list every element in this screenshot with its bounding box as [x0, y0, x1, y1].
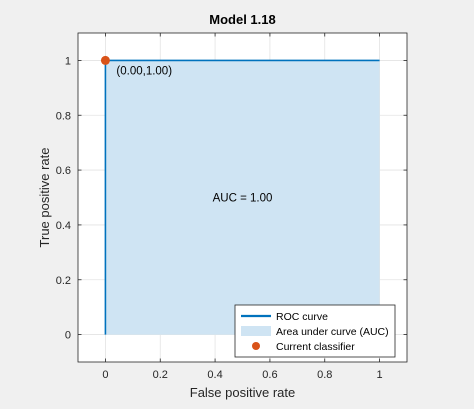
y-tick-label-1: 0.2	[56, 275, 71, 287]
x-axis-label: False positive rate	[190, 385, 296, 400]
x-tick-label-3: 0.6	[262, 369, 277, 381]
x-tick-label-4: 0.8	[317, 369, 332, 381]
x-tick-label-2: 0.4	[207, 369, 222, 381]
legend-entry-auc-area: Area under curve (AUC)	[276, 326, 389, 338]
y-tick-label-2: 0.4	[56, 220, 71, 232]
legend-entry-current-classifier: Current classifier	[276, 341, 355, 353]
axis-ticks: 0 0.2 0.4 0.6 0.8 1 0 0.2 0.4 0.6 0.8 1	[56, 33, 407, 381]
auc-area	[105, 60, 380, 335]
auc-value-label: AUC = 1.00	[213, 193, 273, 205]
classifier-point-label: (0.00,1.00)	[116, 65, 172, 77]
y-tick-label-0: 0	[65, 330, 71, 342]
x-tick-label-5: 1	[377, 369, 383, 381]
x-tick-label-1: 0.2	[153, 369, 168, 381]
y-tick-label-3: 0.6	[56, 165, 71, 177]
auc-area-layer	[105, 60, 380, 335]
x-tick-label-0: 0	[102, 369, 108, 381]
legend-entry-roc-curve: ROC curve	[276, 311, 328, 323]
y-axis-label: True positive rate	[37, 148, 52, 248]
legend: ROC curve Area under curve (AUC) Current…	[234, 304, 396, 358]
classifier-point-layer	[100, 55, 110, 65]
legend-swatch-current-classifier	[252, 342, 260, 350]
legend-swatch-auc-area	[241, 326, 271, 336]
current-classifier-point	[100, 55, 110, 65]
y-tick-label-5: 1	[65, 55, 71, 67]
chart-title: Model 1.18	[209, 12, 275, 27]
axes-box	[77, 32, 408, 363]
y-tick-label-4: 0.8	[56, 110, 71, 122]
